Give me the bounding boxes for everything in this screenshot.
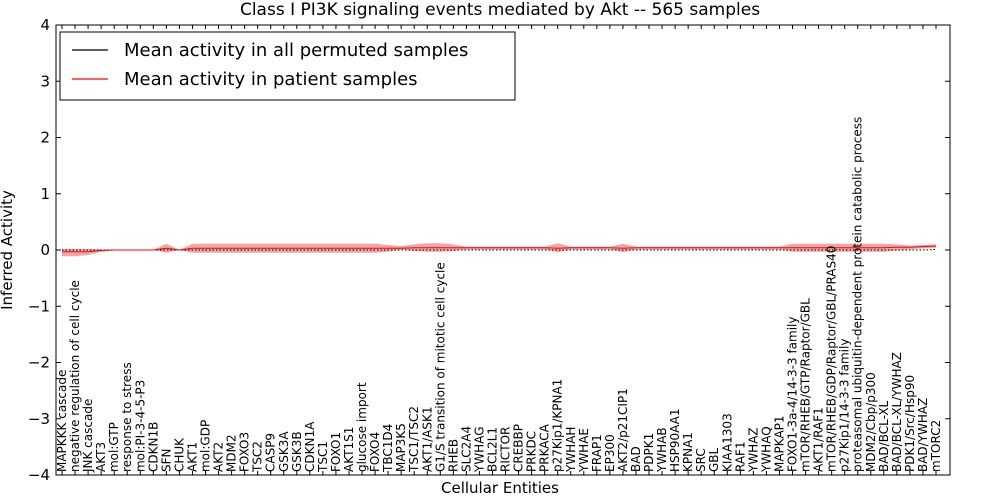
x-category-label: GSK3A (277, 431, 291, 472)
patient-activity-band (62, 243, 936, 257)
x-category-label: negative regulation of cell cycle (68, 280, 82, 472)
x-category-label: FRAP1 (590, 434, 604, 472)
x-category-label: YWHAG (472, 426, 486, 473)
x-category-label: mol:PI-3-4-5-P3 (133, 380, 147, 472)
x-category-label: AKT1/ASK1 (420, 407, 434, 472)
x-category-label: FOXO1-3a-4/14-3-3 family (786, 317, 800, 473)
x-category-label: TBC1D4 (381, 424, 395, 473)
x-category-label: MAPKAP1 (772, 415, 786, 472)
x-category-label: G1/S transition of mitotic cell cycle (433, 262, 447, 472)
x-category-label: mol:GTP (107, 422, 121, 472)
x-category-label: mTOR/RHEB/GTP/Raptor/GBL (799, 298, 813, 472)
x-category-label: BAD/BCL-XL/YWHAZ (890, 352, 904, 472)
y-tick-label: −4 (28, 466, 50, 484)
x-category-label: FOXO1 (329, 432, 343, 472)
x-category-label: TSC1/TSC2 (407, 406, 421, 473)
x-category-label: YWHAB (655, 427, 669, 473)
x-category-label: glucose import (355, 382, 369, 472)
x-category-label: CREBBP (512, 424, 526, 472)
x-category-label: MDM2/Cbp/p300 (864, 372, 878, 472)
y-tick-label: −1 (28, 297, 50, 315)
x-category-label: SFN (159, 449, 173, 473)
x-category-label: CDKN1A (303, 421, 317, 472)
x-category-label: KPNA1 (681, 432, 695, 472)
y-tick-label: −3 (28, 410, 50, 428)
x-category-label: YWHAQ (759, 426, 773, 473)
x-category-label: RICTOR (499, 427, 513, 472)
x-category-label: YWHAE (577, 428, 591, 473)
x-category-label: PRKACA (538, 423, 552, 472)
x-category-label: CDKN1B (146, 422, 160, 472)
x-category-label: BAD (629, 446, 643, 472)
x-category-label: CHUK (172, 437, 186, 472)
x-category-label: AKT1 (185, 442, 199, 472)
x-category-label: MAP3K5 (394, 423, 408, 472)
legend-label-permuted: Mean activity in all permuted samples (124, 40, 468, 61)
y-axis-label: Inferred Activity (0, 190, 16, 310)
legend-box (59, 31, 516, 101)
x-category-label: FOXO3 (238, 432, 252, 472)
x-category-label: AKT3 (94, 442, 108, 472)
x-category-label: BCL2L1 (485, 427, 499, 472)
x-category-label: RHEB (446, 439, 460, 472)
y-tick-label: 4 (40, 16, 50, 34)
x-category-label: SLC2A4 (459, 426, 473, 472)
x-category-label: JNK cascade (81, 399, 95, 473)
y-tick-label: −2 (28, 354, 50, 372)
chart-title: Class I PI3K signaling events mediated b… (240, 0, 760, 20)
x-category-label: mol:GDP (198, 420, 212, 472)
x-category-label: HSP90AA1 (668, 408, 682, 472)
x-category-label: FOXO4 (368, 432, 382, 472)
x-category-label: RAF1 (733, 441, 747, 472)
x-category-label: SRC (694, 448, 708, 472)
x-category-label: p27Kip1/14-3-3 family (838, 339, 852, 472)
x-category-label: EP300 (603, 434, 617, 472)
x-category-label: BAD/BCL-XL (877, 400, 891, 472)
series-line-layer (62, 245, 937, 253)
x-category-label: AKT1S1 (342, 427, 356, 472)
x-category-label: MAPKKK cascade (55, 370, 69, 472)
y-tick-label: 3 (40, 72, 50, 90)
x-category-label: PDPK1 (642, 433, 656, 472)
x-category-label: YWHAZ (746, 427, 760, 473)
legend: Mean activity in all permuted samples Me… (59, 31, 516, 101)
x-category-label: AKT2 (212, 442, 226, 472)
x-category-label: TSC2 (251, 441, 265, 473)
x-category-label: TSC1 (316, 441, 330, 473)
x-category-label: PDK1/Src/Hsp90 (903, 375, 917, 472)
x-category-label: CASP9 (264, 433, 278, 472)
x-category-label: mTOR/RHEB/GDP/Raptor/GBL/PRAS40 (825, 246, 839, 472)
x-category-label: mTORC2 (929, 420, 943, 472)
patient-mean-line (62, 245, 937, 253)
y-tick-label: 2 (40, 129, 50, 147)
x-category-label: BAD/YWHAZ (916, 398, 930, 472)
x-category-label: PRKDC (525, 431, 539, 472)
x-category-label: GBL (707, 447, 721, 472)
x-category-label: GSK3B (290, 431, 304, 472)
y-tick-label: 0 (40, 241, 50, 259)
permuted-mean-line (62, 248, 937, 251)
axes: −4 −3 −2 −1 0 1 2 3 4 (28, 16, 951, 484)
confidence-band-layer (62, 243, 936, 257)
x-category-label: proteasomal ubiquitin-dependent protein … (851, 117, 865, 472)
x-category-label: response to stress (120, 362, 134, 472)
x-category-label: MDM2 (225, 434, 239, 472)
x-category-label: YWHAH (564, 427, 578, 473)
category-labels: MAPKKK cascade negative regulation of cel… (55, 117, 943, 473)
x-category-label: AKT1/RAF1 (812, 407, 826, 472)
x-category-label: p27Kip1/KPNA1 (551, 379, 565, 472)
y-tick-label: 1 (40, 185, 50, 203)
x-category-label: AKT2/p21CIP1 (616, 388, 630, 472)
x-axis-label: Cellular Entities (441, 479, 559, 497)
legend-label-patient: Mean activity in patient samples (124, 69, 418, 90)
x-category-label: KIAA1303 (720, 413, 734, 472)
